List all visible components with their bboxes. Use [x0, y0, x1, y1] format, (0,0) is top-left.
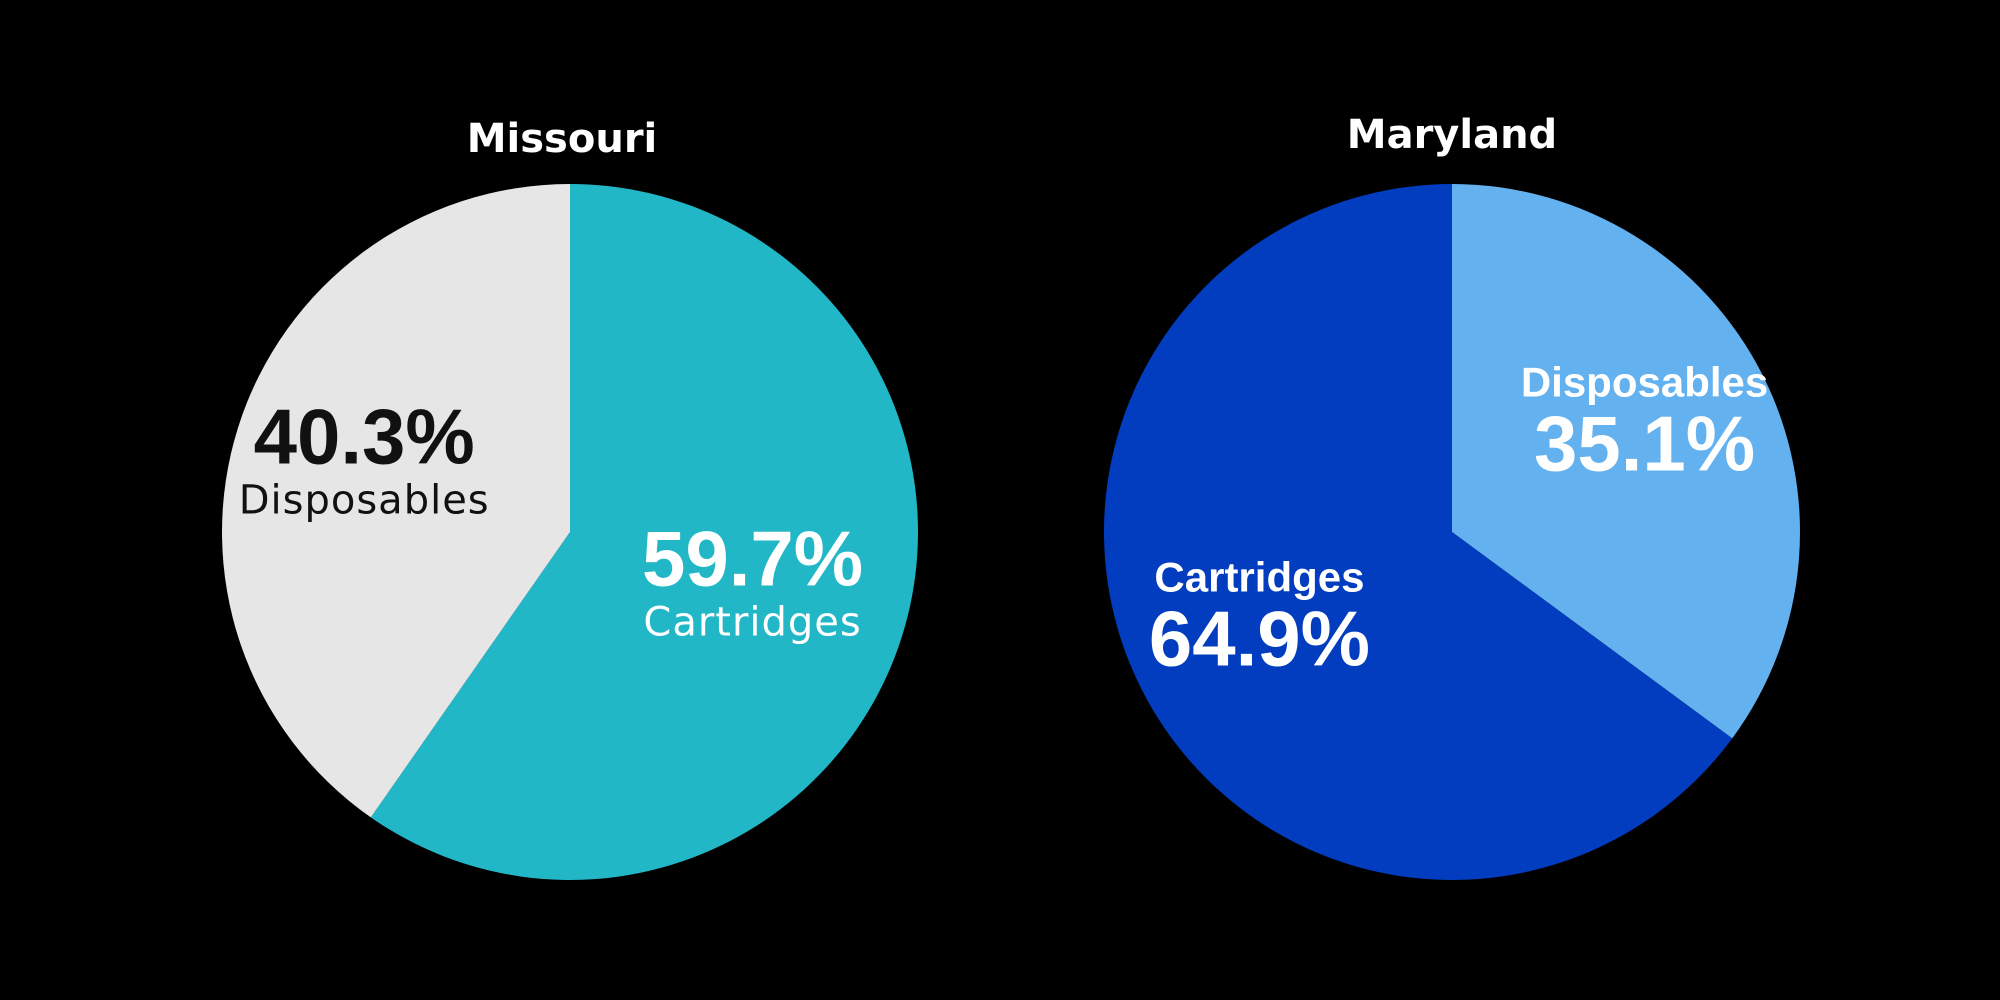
missouri-category-label-cartridges: Cartridges	[643, 599, 861, 645]
maryland-value-label-cartridges: 64.9%	[1149, 594, 1370, 682]
maryland-slice-labels: 35.1%Disposables 64.9%Cartridges	[1149, 359, 1768, 683]
missouri-value-label-cartridges: 59.7%	[642, 514, 863, 602]
chart-title-missouri: Missouri	[467, 116, 658, 162]
maryland-value-label-disposables: 35.1%	[1534, 400, 1755, 488]
missouri-slice-cartridges	[370, 184, 919, 880]
maryland-category-label-disposables: Disposables	[1521, 359, 1768, 406]
missouri-slices	[222, 184, 919, 880]
maryland-category-label-cartridges: Cartridges	[1154, 553, 1364, 600]
missouri-pie-chart: Missouri 59.7%Cartridges 40.3%Disposables	[222, 116, 919, 880]
maryland-slice-cartridges	[1103, 184, 1733, 881]
missouri-category-label-disposables: Disposables	[239, 477, 490, 523]
missouri-slice-labels: 59.7%Cartridges 40.3%Disposables	[239, 392, 863, 645]
maryland-slices	[1103, 184, 1800, 881]
maryland-pie-chart: Maryland 35.1%Disposables 64.9%Cartridges	[1103, 112, 1800, 881]
maryland-slice-disposables	[1452, 184, 1800, 739]
chart-title-maryland: Maryland	[1347, 112, 1557, 158]
missouri-value-label-disposables: 40.3%	[254, 392, 475, 480]
missouri-slice-disposables	[222, 184, 570, 818]
